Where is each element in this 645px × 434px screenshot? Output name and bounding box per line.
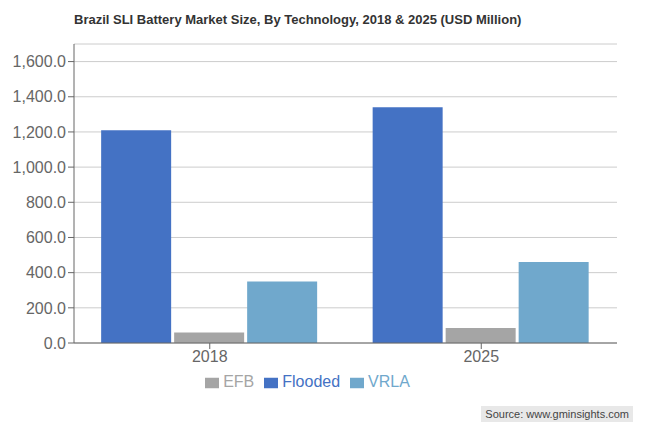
html-text:VRLA: VRLA [368, 373, 410, 390]
html-text:Flooded: Flooded [282, 373, 341, 390]
html-text:Brazil SLI Battery Market Size: Brazil SLI Battery Market Size, By Techn… [74, 12, 522, 27]
svg-text:1,200.0: 1,200.0 [13, 124, 66, 141]
svg-text:1,400.0: 1,400.0 [13, 88, 66, 105]
svg-text:600.0: 600.0 [26, 229, 66, 246]
svg-text:0.0: 0.0 [44, 335, 66, 352]
svg-text:1,600.0: 1,600.0 [13, 53, 66, 70]
html-text:EFB: EFB [223, 373, 255, 390]
svg-text:2018: 2018 [192, 348, 228, 365]
svg-text:400.0: 400.0 [26, 264, 66, 281]
html-text:Source: www.gminsights.com: Source: www.gminsights.com [485, 408, 629, 420]
svg-text:800.0: 800.0 [26, 194, 66, 211]
svg-text:200.0: 200.0 [26, 300, 66, 317]
svg-text:2025: 2025 [463, 348, 499, 365]
svg-text:1,000.0: 1,000.0 [13, 159, 66, 176]
